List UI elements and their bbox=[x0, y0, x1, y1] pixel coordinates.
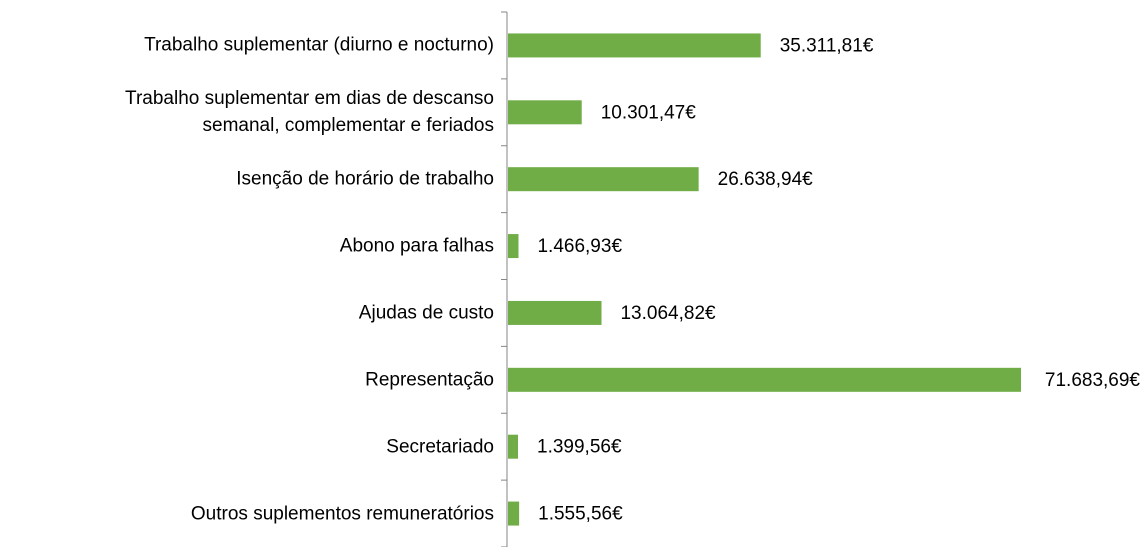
category-label: Trabalho suplementar (diurno e nocturno) bbox=[144, 34, 494, 56]
category-label: Trabalho suplementar em dias de descanso… bbox=[125, 88, 494, 137]
value-label: 10.301,47€ bbox=[601, 102, 697, 123]
value-label: 1.555,56€ bbox=[538, 504, 623, 525]
category-label: Ajudas de custo bbox=[358, 302, 494, 324]
bar bbox=[508, 167, 699, 192]
category-label: Outros suplementos remuneratórios bbox=[190, 503, 494, 525]
value-label: 71.683,69€ bbox=[1045, 370, 1141, 391]
value-label: 13.064,82€ bbox=[620, 303, 716, 324]
value-label: 1.399,56€ bbox=[537, 437, 622, 458]
bar bbox=[508, 33, 761, 58]
bar bbox=[508, 434, 519, 459]
bar bbox=[508, 367, 1021, 392]
category-label: Abono para falhas bbox=[339, 235, 494, 257]
bar bbox=[508, 100, 582, 125]
category-label: Isenção de horário de trabalho bbox=[236, 168, 494, 190]
category-label: Representação bbox=[365, 369, 494, 391]
bar bbox=[508, 234, 519, 259]
value-label: 26.638,94€ bbox=[718, 169, 814, 190]
value-label: 35.311,81€ bbox=[780, 35, 874, 56]
category-label: Secretariado bbox=[386, 436, 494, 458]
bar bbox=[508, 501, 520, 526]
bar bbox=[508, 300, 602, 325]
value-label: 1.466,93€ bbox=[537, 236, 622, 257]
